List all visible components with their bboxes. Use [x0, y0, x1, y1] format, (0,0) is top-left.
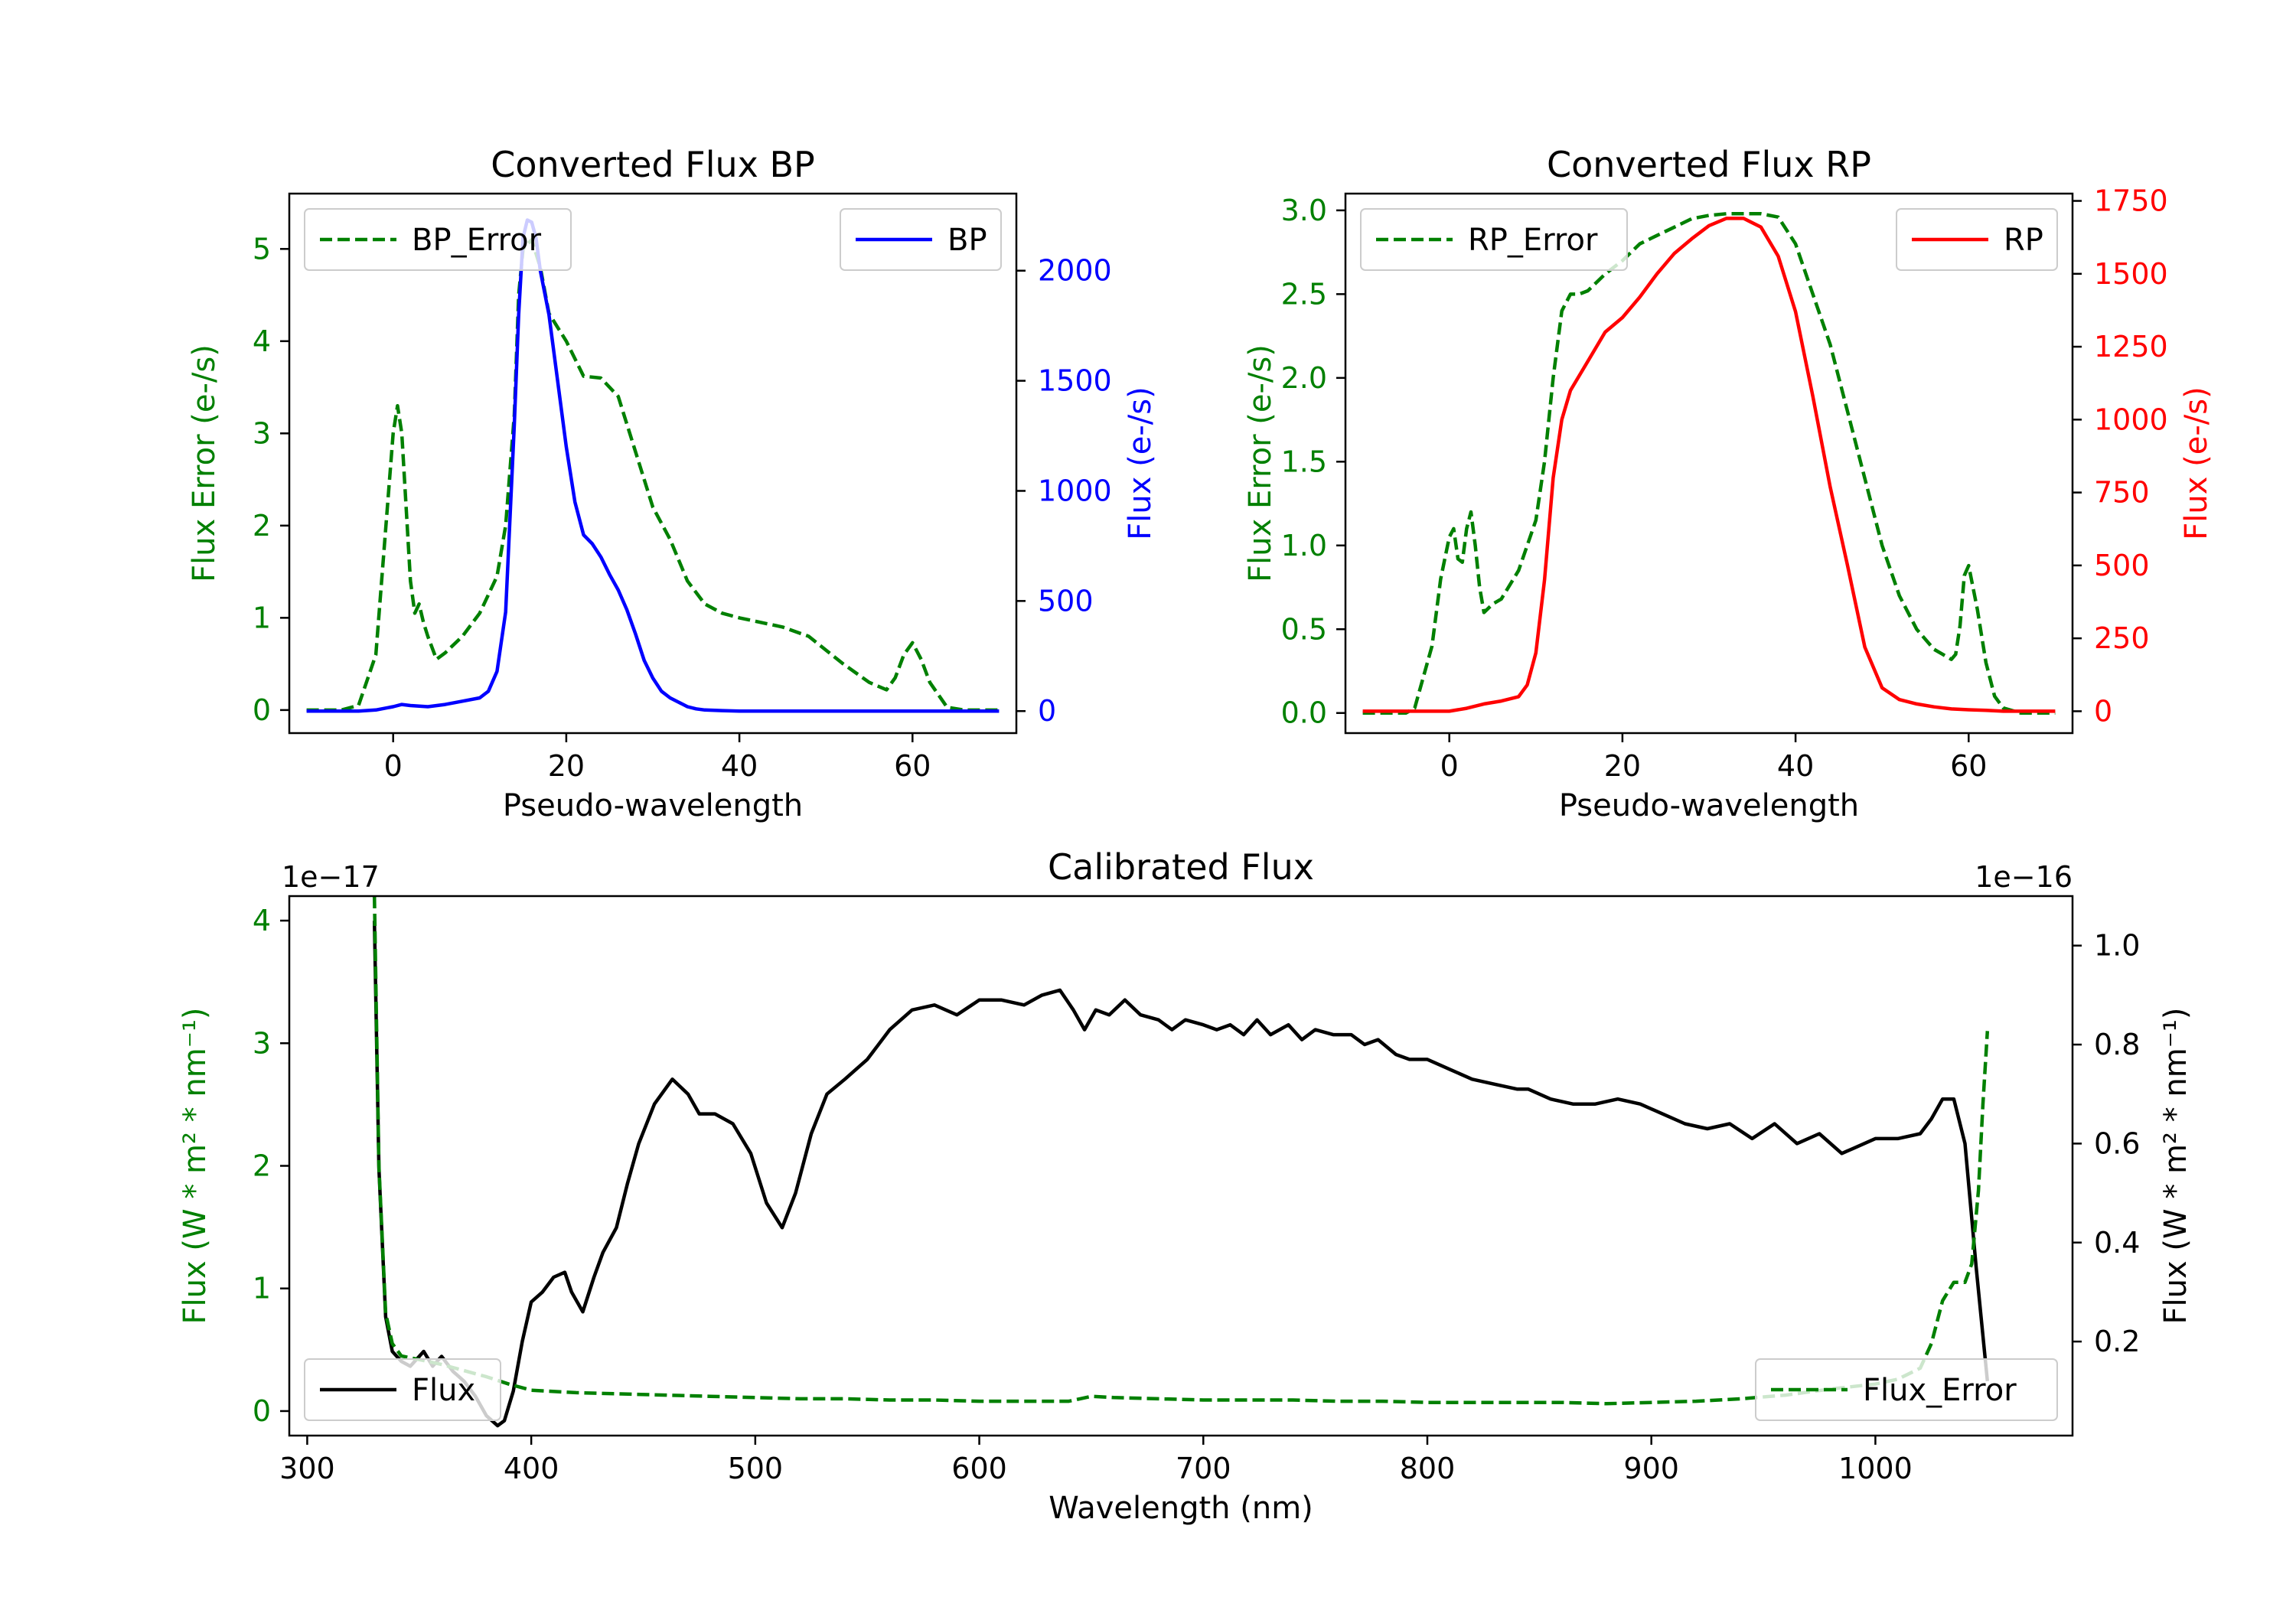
rp-y-left-tick-label: 2.0	[1281, 361, 1327, 395]
rp-y-right-tick-label: 750	[2094, 476, 2150, 510]
rp-y-right-tick-label: 1000	[2094, 403, 2168, 436]
cal-y-left-tick-label: 0	[253, 1394, 271, 1428]
rp-y-right-tick-label: 250	[2094, 621, 2150, 655]
cal-y-left-axis-label: Flux (W * m² * nm⁻¹)	[178, 1008, 213, 1325]
cal-x-tick-label: 1000	[1838, 1452, 1913, 1485]
rp-y-right-tick-label: 1750	[2094, 184, 2168, 218]
bp-y-left-tick-label: 3	[253, 416, 271, 450]
rp-legend-box	[1360, 208, 1628, 271]
cal-y-left-tick-label: 1	[253, 1272, 271, 1305]
cal-series-flux	[372, 921, 1990, 1428]
rp-y-right-tick-label: 1500	[2094, 257, 2168, 291]
cal-axes-frame	[288, 895, 2074, 1437]
rp-title: Converted Flux RP	[1547, 144, 1871, 185]
cal-offset-right: 1e−16	[1975, 860, 2073, 894]
cal-y-right-tick-label: 0.4	[2094, 1226, 2140, 1260]
cal-x-tick-label: 600	[951, 1452, 1007, 1485]
bp-y-right-tick-label: 2000	[1038, 254, 1112, 288]
cal-offset-left: 1e−17	[282, 860, 380, 894]
cal-legend-box	[304, 1358, 501, 1421]
rp-y-right-tick-label: 500	[2094, 549, 2150, 582]
cal-title: Calibrated Flux	[1048, 846, 1314, 888]
cal-x-axis-label: Wavelength (nm)	[1049, 1491, 1313, 1526]
rp-series-rp-error	[1362, 212, 2056, 715]
cal-x-tick-label: 400	[504, 1452, 559, 1485]
rp-chart: 0 20 40 60 0.0 0.5 1.0 1.5 2.0 2.5 3.0 0 250 500 750 10…	[1243, 144, 2214, 823]
cal-y-right-tick-label: 0.2	[2094, 1325, 2140, 1358]
bp-y-right-axis-label: Flux (e-/s)	[1123, 386, 1158, 539]
bp-legend-label: BP_Error	[412, 223, 542, 258]
cal-y-right-tick-label: 1.0	[2094, 929, 2140, 963]
cal-y-right-tick-label: 0.6	[2094, 1126, 2140, 1160]
bp-y-left-tick-label: 1	[253, 601, 271, 634]
bp-x-tick-label: 40	[721, 749, 758, 783]
rp-axes-frame	[1344, 192, 2074, 735]
bp-y-right-tick-label: 500	[1038, 584, 1094, 618]
cal-series-flux-error	[372, 896, 1990, 1406]
bp-y-right-tick-label: 1500	[1038, 364, 1112, 398]
rp-y-right-axis-label: Flux (e-/s)	[2179, 386, 2214, 539]
rp-x-tick-label: 20	[1604, 749, 1641, 783]
cal-x-tick-label: 500	[728, 1452, 784, 1485]
rp-y-right-tick-label: 0	[2094, 694, 2112, 728]
cal-legend-flux: Flux	[304, 1358, 501, 1421]
cal-y-right-axis-label: Flux (W * m² * nm⁻¹)	[2158, 1008, 2193, 1325]
cal-legend-box	[1755, 1358, 2058, 1421]
bp-y-right-tick-label: 1000	[1038, 474, 1112, 507]
cal-x-tick-label: 800	[1400, 1452, 1456, 1485]
bp-legend-bp-error: BP_Error	[304, 208, 572, 271]
cal-x-tick-label: 300	[279, 1452, 335, 1485]
cal-y-left-tick-label: 4	[253, 904, 271, 937]
rp-y-left-axis-label: Flux Error (e-/s)	[1243, 344, 1278, 582]
bp-x-tick-label: 20	[548, 749, 585, 783]
bp-axes-frame	[288, 192, 1018, 735]
bp-y-left-tick-label: 4	[253, 324, 271, 358]
bp-y-left-tick-label: 0	[253, 693, 271, 727]
cal-chart: 300 400 500 600 700 800 900 1000 0 1 2 3 4 0.2 0.4 0.6 0…	[178, 846, 2193, 1526]
rp-y-left-tick-label: 2.5	[1281, 277, 1327, 311]
bp-legend-box	[304, 208, 572, 271]
cal-y-right-tick-label: 0.8	[2094, 1028, 2140, 1061]
rp-y-left-tick-label: 1.0	[1281, 529, 1327, 562]
bp-series-bp	[306, 218, 1000, 713]
cal-legend-label: Flux	[412, 1373, 475, 1408]
bp-series-bp-error	[306, 238, 1000, 712]
rp-legend-rp-error: RP_Error	[1360, 208, 1628, 271]
rp-x-tick-label: 40	[1777, 749, 1814, 783]
rp-y-left-tick-label: 0.0	[1281, 696, 1327, 730]
rp-y-right-tick-label: 1250	[2094, 330, 2168, 363]
bp-chart: 0 20 40 60 0 1 2 3 4 5 0 500 1000 1500 2000 Converted F…	[187, 144, 1158, 823]
rp-series-rp	[1362, 217, 2056, 713]
bp-y-left-axis-label: Flux Error (e-/s)	[187, 344, 222, 582]
rp-x-tick-label: 60	[1950, 749, 1987, 783]
bp-y-left-tick-label: 2	[253, 509, 271, 543]
cal-y-left-tick-label: 3	[253, 1026, 271, 1060]
bp-y-left-tick-label: 5	[253, 232, 271, 266]
cal-legend-label: Flux_Error	[1863, 1373, 2017, 1408]
bp-y-right-tick-label: 0	[1038, 694, 1056, 728]
cal-y-left-tick-label: 2	[253, 1149, 271, 1183]
rp-legend-rp: RP	[1896, 208, 2058, 271]
rp-y-left-tick-label: 0.5	[1281, 612, 1327, 646]
cal-x-tick-label: 700	[1176, 1452, 1231, 1485]
rp-y-left-tick-label: 1.5	[1281, 445, 1327, 478]
rp-y-left-tick-label: 3.0	[1281, 194, 1327, 227]
rp-legend-label: RP_Error	[1468, 223, 1598, 258]
cal-x-tick-label: 900	[1623, 1452, 1679, 1485]
bp-legend-label: BP	[947, 223, 987, 258]
cal-legend-flux-error: Flux_Error	[1755, 1358, 2058, 1421]
bp-x-axis-label: Pseudo-wavelength	[503, 788, 803, 823]
bp-x-tick-label: 60	[894, 749, 931, 783]
rp-legend-label: RP	[2004, 223, 2043, 258]
bp-title: Converted Flux BP	[491, 144, 815, 185]
rp-x-tick-label: 0	[1440, 749, 1459, 783]
rp-x-axis-label: Pseudo-wavelength	[1559, 788, 1859, 823]
bp-x-tick-label: 0	[384, 749, 403, 783]
bp-legend-bp: BP	[840, 208, 1002, 271]
